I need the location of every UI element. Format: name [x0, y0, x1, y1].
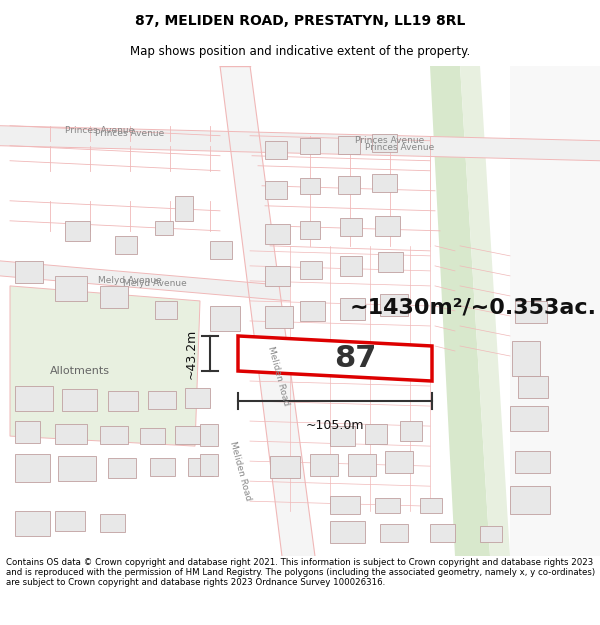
- Polygon shape: [0, 261, 290, 301]
- Bar: [512, 341, 540, 376]
- Bar: [340, 298, 365, 320]
- Text: ~105.0m: ~105.0m: [306, 419, 364, 432]
- Bar: [300, 301, 325, 321]
- Bar: [200, 424, 218, 446]
- Text: 87: 87: [334, 344, 376, 373]
- Bar: [338, 136, 360, 154]
- Bar: [375, 216, 400, 236]
- Text: Melyd Avenue: Melyd Avenue: [123, 279, 187, 288]
- Bar: [380, 524, 408, 542]
- Bar: [510, 486, 550, 514]
- Bar: [265, 306, 293, 328]
- Bar: [378, 252, 403, 272]
- Text: Princes Avenue: Princes Avenue: [365, 143, 434, 152]
- Bar: [55, 511, 85, 531]
- Bar: [515, 301, 547, 323]
- Polygon shape: [510, 66, 600, 556]
- Bar: [300, 261, 322, 279]
- Bar: [338, 176, 360, 194]
- Bar: [340, 218, 362, 236]
- Text: Meliden Road: Meliden Road: [266, 345, 290, 407]
- Bar: [188, 458, 213, 476]
- Bar: [65, 221, 90, 241]
- Bar: [15, 454, 50, 482]
- Polygon shape: [430, 66, 490, 556]
- Bar: [270, 456, 300, 478]
- Bar: [330, 521, 365, 543]
- Bar: [200, 454, 218, 476]
- Bar: [15, 386, 53, 411]
- Bar: [330, 496, 360, 514]
- Bar: [175, 196, 193, 221]
- Bar: [15, 261, 43, 283]
- Text: ~1430m²/~0.353ac.: ~1430m²/~0.353ac.: [350, 298, 597, 318]
- Bar: [372, 174, 397, 192]
- Bar: [140, 428, 165, 444]
- Bar: [348, 454, 376, 476]
- Bar: [265, 224, 290, 244]
- Polygon shape: [238, 336, 432, 381]
- Bar: [310, 454, 338, 476]
- Bar: [155, 301, 177, 319]
- Bar: [108, 391, 138, 411]
- Bar: [210, 306, 240, 331]
- Bar: [100, 286, 128, 308]
- Polygon shape: [10, 286, 200, 446]
- Bar: [420, 498, 442, 513]
- Text: Meliden Road: Meliden Road: [228, 441, 252, 502]
- Text: Princes Avenue: Princes Avenue: [95, 129, 164, 138]
- Bar: [185, 388, 210, 408]
- Bar: [148, 391, 176, 409]
- Text: Princes Avenue: Princes Avenue: [65, 126, 134, 135]
- Bar: [55, 276, 87, 301]
- Text: ~43.2m: ~43.2m: [185, 328, 198, 379]
- Polygon shape: [0, 126, 600, 161]
- Bar: [15, 511, 50, 536]
- Bar: [480, 526, 502, 542]
- Bar: [430, 524, 455, 542]
- Bar: [330, 426, 355, 446]
- Bar: [400, 421, 422, 441]
- Bar: [58, 456, 96, 481]
- Text: Princes Avenue: Princes Avenue: [355, 136, 425, 145]
- Bar: [365, 424, 387, 444]
- Bar: [150, 458, 175, 476]
- Bar: [265, 141, 287, 159]
- Polygon shape: [460, 66, 510, 556]
- Bar: [175, 426, 200, 444]
- Bar: [265, 266, 290, 286]
- Text: Allotments: Allotments: [50, 366, 110, 376]
- Bar: [385, 451, 413, 473]
- Bar: [100, 514, 125, 532]
- Bar: [210, 241, 232, 259]
- Text: Contains OS data © Crown copyright and database right 2021. This information is : Contains OS data © Crown copyright and d…: [6, 558, 595, 588]
- Bar: [510, 406, 548, 431]
- Bar: [375, 498, 400, 513]
- Bar: [55, 424, 87, 444]
- Bar: [108, 458, 136, 478]
- Bar: [518, 376, 548, 398]
- Bar: [300, 177, 320, 194]
- Text: 87, MELIDEN ROAD, PRESTATYN, LL19 8RL: 87, MELIDEN ROAD, PRESTATYN, LL19 8RL: [135, 14, 465, 28]
- Polygon shape: [220, 66, 315, 556]
- Text: Map shows position and indicative extent of the property.: Map shows position and indicative extent…: [130, 44, 470, 58]
- Bar: [372, 134, 397, 152]
- Bar: [265, 181, 287, 199]
- Bar: [115, 236, 137, 254]
- Bar: [300, 221, 320, 239]
- Bar: [62, 389, 97, 411]
- Bar: [515, 451, 550, 473]
- Bar: [340, 256, 362, 276]
- Text: Melyd Avenue: Melyd Avenue: [98, 276, 162, 286]
- Bar: [300, 138, 320, 154]
- Bar: [100, 426, 128, 444]
- Bar: [380, 294, 408, 316]
- Bar: [15, 421, 40, 443]
- Bar: [155, 221, 173, 235]
